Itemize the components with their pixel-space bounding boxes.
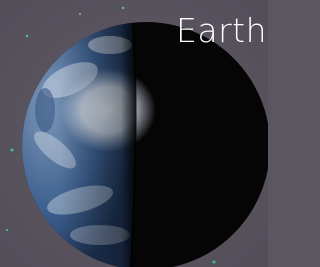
planet-label: Earth [176,11,267,50]
scene: Earth [0,0,268,267]
